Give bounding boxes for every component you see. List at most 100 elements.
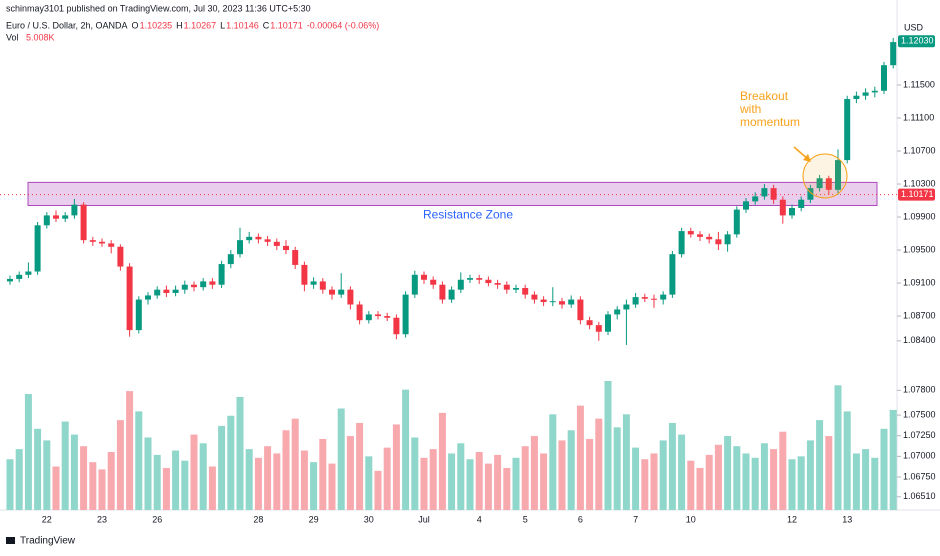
volume-bar [797,456,805,510]
volume-bar [696,467,704,510]
footer-text: TradingView [20,536,76,547]
volume-bar [816,420,824,510]
volume-bar [328,463,336,510]
volume-bar [687,460,695,510]
volume-bar [89,462,97,510]
symbol: Euro / U.S. Dollar, 2h, OANDA [6,20,128,30]
volume-bar [641,459,649,510]
volume-bar [236,396,244,510]
volume-bar [172,450,180,510]
candle-body [678,231,685,255]
volume-bar [521,446,529,510]
ohlc-value: 1.10235 [140,20,173,30]
annotation: momentum [740,115,800,129]
y-tick-label: 1.09900 [903,211,936,221]
candle-body [71,204,78,216]
candle-body [310,281,317,285]
y-tick-label: 1.07250 [903,430,936,440]
candle-body [835,160,841,190]
volume-bar [705,454,713,510]
volume-bar [576,405,584,510]
y-tick-label: 1.07000 [903,451,936,461]
candle-body [181,284,188,290]
candle-body [264,239,271,242]
volume-bar [153,454,161,510]
volume-bar [6,459,14,510]
candle-body [706,236,713,240]
volume-bar [632,447,640,510]
candle-body [798,199,805,208]
candle-body [540,299,547,303]
volume-bar [282,430,290,510]
volume-bar [834,385,842,510]
volume-bar [245,449,253,510]
volume-bar [365,456,373,510]
candle-body [126,266,133,331]
candle-body [743,201,749,210]
volume-bar [549,414,557,510]
volume-bar [733,446,741,510]
candle-body [135,299,142,331]
breakout-circle [802,153,848,199]
volume-bar [650,453,658,510]
candle-body [273,241,280,246]
annotation: Breakout [740,89,789,103]
x-tick-label: 28 [253,514,263,524]
volume-bar [190,434,198,510]
zone-label: Resistance Zone [423,208,513,222]
volume-bar [466,459,474,510]
volume-bar [356,423,364,510]
volume-bar [420,457,428,510]
candle-body [448,289,455,300]
volume-bar [346,436,354,510]
current-price-label-bg [898,188,935,201]
candle-body [752,196,759,202]
volume-bar [567,430,575,510]
candle-body [871,90,878,93]
candle-body [651,298,657,300]
volume-bar [383,447,391,510]
candle-body [881,65,887,91]
y-tick-label: 1.08400 [903,335,936,345]
x-tick-label: 26 [152,514,162,524]
volume-bar [714,444,722,510]
x-tick-label: 5 [523,514,528,524]
candle-body [227,254,234,265]
candle-body [660,294,667,300]
volume-bar [98,469,106,510]
volume-bar [374,470,382,510]
candle-body [43,215,50,226]
y-tick-label: 1.07800 [903,385,936,395]
candle-body [789,207,795,216]
volume-bar [595,418,603,510]
ohlc-value: 1.10146 [226,20,259,30]
x-tick-label: 29 [309,514,319,524]
x-tick-label: 23 [97,514,107,524]
volume-bar [15,449,23,510]
volume-bar [337,408,345,510]
y-tick-label: 1.10700 [903,145,936,155]
candle-body [605,314,611,332]
ohlc-key: O [132,20,139,30]
volume-bar [825,436,833,510]
candle-body [825,178,832,190]
candle-body [255,236,262,240]
volume-bar [116,420,124,510]
candle-body [393,317,400,335]
candle-body [375,314,381,317]
candle-body [494,283,501,285]
volume-bar [52,466,60,510]
volume-bar [291,418,299,510]
candle-body [338,289,345,295]
y-tick-label: 1.08700 [903,310,936,320]
volume-bar [61,421,69,510]
volume-bar [494,454,502,510]
candle-body [476,278,483,280]
volume-bar [319,438,327,510]
x-tick-label: 22 [42,514,52,524]
candle-body [770,188,777,200]
volume-bar [208,466,216,510]
ohlc-key: C [263,20,270,30]
candle-body [411,274,418,295]
logo [6,537,15,544]
